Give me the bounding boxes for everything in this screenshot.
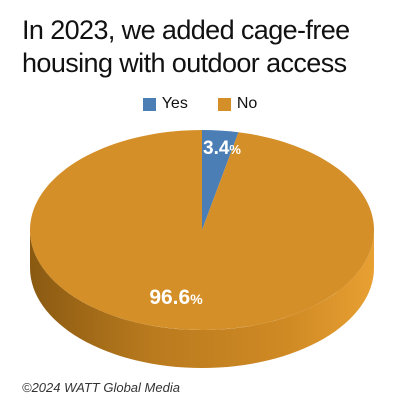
legend-swatch-yes [142,97,156,111]
legend-item-no: No [217,95,258,113]
pie-label-no: 96.6% [149,286,203,309]
pie-slice-no [29,130,375,330]
pie-side-wall [30,230,374,368]
legend-swatch-no [217,97,231,111]
chart-legend: Yes No [0,93,400,115]
pie-labels: 3.4% 96.6% [149,138,241,309]
pie-side-wall-shape [30,230,374,368]
legend-label-no: No [236,95,258,112]
chart-title: In 2023, we added cage-free housing with… [22,14,392,80]
pie-slice-yes [202,130,239,230]
chart-title-line-1: In 2023, we added cage-free [22,15,350,45]
pie-label-yes: 3.4% [203,138,241,159]
legend-label-yes: Yes [161,95,188,112]
chart-title-line-2: housing with outdoor access [22,48,347,78]
pie-top-face [29,130,375,330]
copyright-credit: ©2024 WATT Global Media [22,380,180,395]
legend-item-yes: Yes [142,95,188,113]
